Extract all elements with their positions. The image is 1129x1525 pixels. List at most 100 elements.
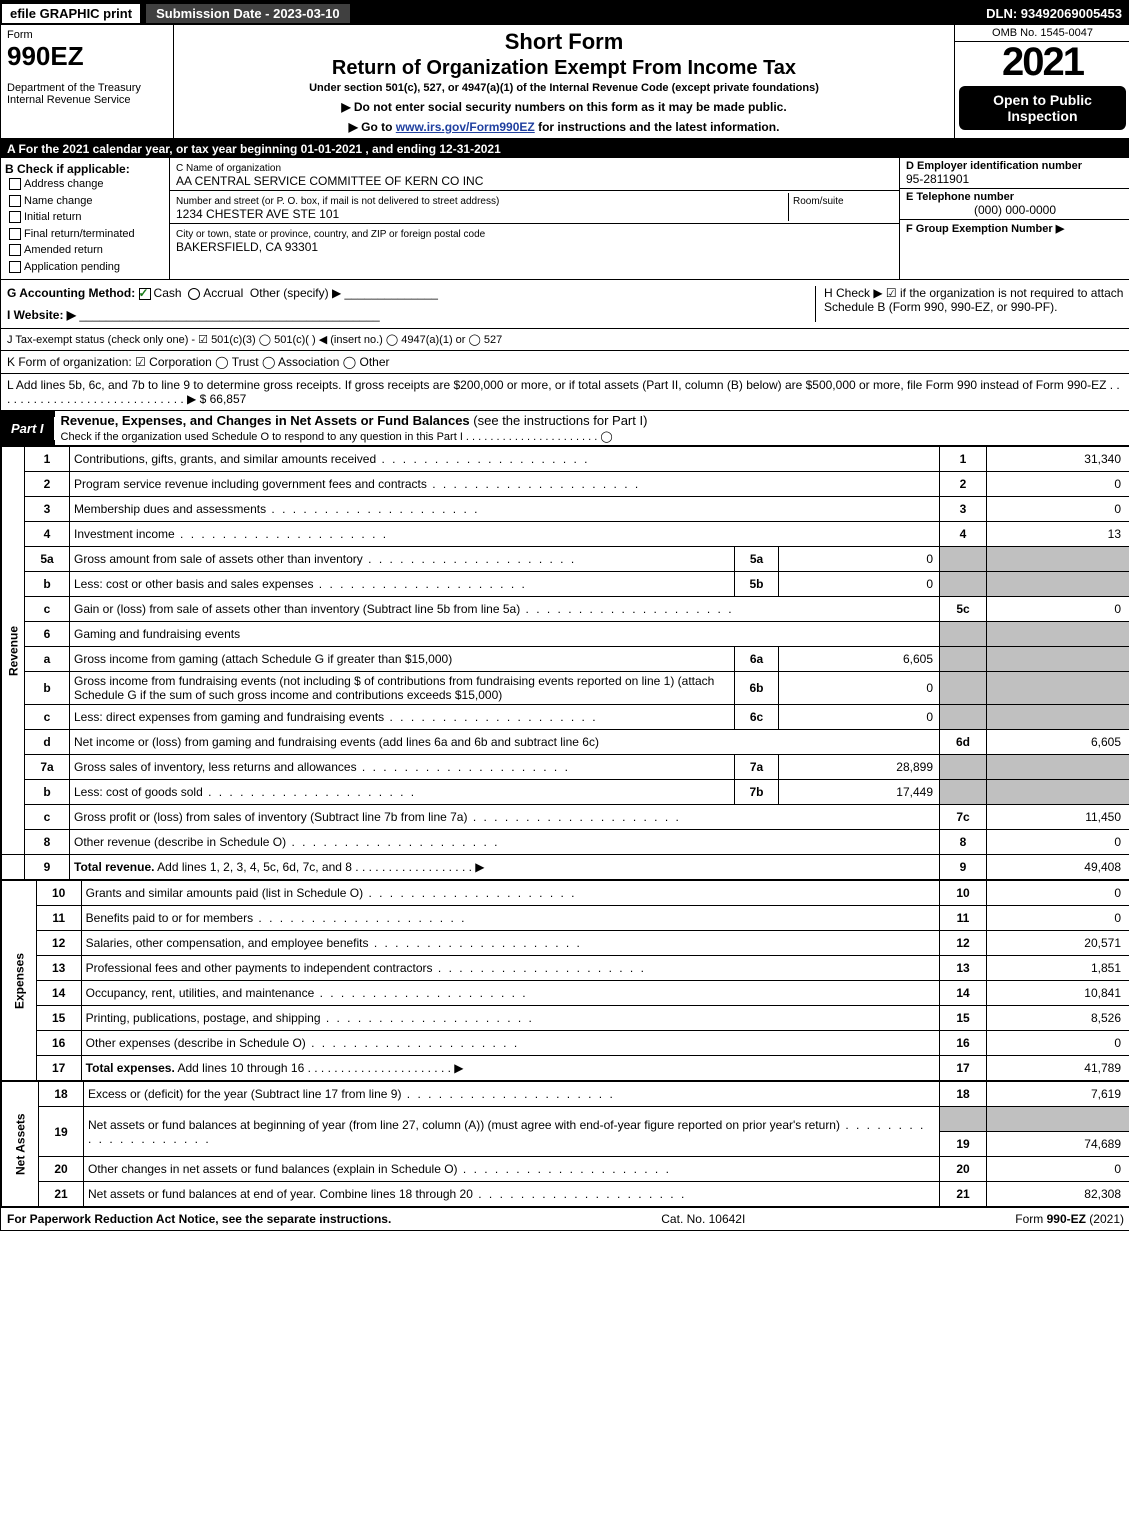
row-k-form-org: K Form of organization: ☑ Corporation ◯ … — [1, 351, 1129, 374]
table-row: 15 Printing, publications, postage, and … — [2, 1006, 1129, 1031]
check-name-change[interactable]: Name change — [5, 193, 165, 210]
table-row: b Gross income from fundraising events (… — [2, 672, 1129, 705]
table-row: 6 Gaming and fundraising events — [2, 622, 1129, 647]
h-check: H Check ▶ ☑ if the organization is not r… — [815, 286, 1124, 322]
table-row: a Gross income from gaming (attach Sched… — [2, 647, 1129, 672]
part-1-label: Part I — [1, 417, 55, 440]
instr-link[interactable]: www.irs.gov/Form990EZ — [396, 120, 535, 134]
header-left: Form 990EZ Department of the Treasury In… — [1, 25, 174, 138]
check-final-return[interactable]: Final return/terminated — [5, 226, 165, 243]
table-row: 17 Total expenses. Add lines 10 through … — [2, 1056, 1129, 1081]
line-num: 1 — [25, 447, 70, 472]
col-val: 31,340 — [987, 447, 1129, 472]
net-assets-table: Net Assets 18 Excess or (deficit) for th… — [1, 1081, 1129, 1207]
return-title: Return of Organization Exempt From Incom… — [182, 57, 946, 80]
footer-right: Form 990-EZ (2021) — [1015, 1212, 1124, 1226]
table-row: 13 Professional fees and other payments … — [2, 956, 1129, 981]
part-1-instr: (see the instructions for Part I) — [473, 413, 647, 428]
org-name-label: C Name of organization — [176, 163, 281, 174]
check-cash-icon[interactable] — [139, 288, 151, 300]
org-name-value: AA CENTRAL SERVICE COMMITTEE OF KERN CO … — [176, 174, 483, 188]
table-row: 21 Net assets or fund balances at end of… — [2, 1182, 1129, 1207]
org-name-field: C Name of organization AA CENTRAL SERVIC… — [170, 158, 899, 191]
check-initial-return[interactable]: Initial return — [5, 209, 165, 226]
efile-label[interactable]: efile GRAPHIC print — [1, 3, 141, 24]
table-row: 16 Other expenses (describe in Schedule … — [2, 1031, 1129, 1056]
street-value: 1234 CHESTER AVE STE 101 — [176, 207, 339, 221]
phone-label: E Telephone number — [906, 191, 1124, 203]
header-center: Short Form Return of Organization Exempt… — [174, 25, 954, 138]
ein-value: 95-2811901 — [906, 172, 969, 186]
table-row: 4 Investment income 4 13 — [2, 522, 1129, 547]
instr-2: ▶ Go to www.irs.gov/Form990EZ for instru… — [182, 120, 946, 134]
header-right: OMB No. 1545-0047 2021 Open to Public In… — [954, 25, 1129, 138]
table-row: Net Assets 18 Excess or (deficit) for th… — [2, 1082, 1129, 1107]
table-row: 20 Other changes in net assets or fund b… — [2, 1157, 1129, 1182]
part-1-title: Revenue, Expenses, and Changes in Net As… — [61, 413, 470, 428]
b-label: B Check if applicable: — [5, 162, 165, 176]
check-application-pending[interactable]: Application pending — [5, 259, 165, 276]
phone-value: (000) 000-0000 — [906, 203, 1124, 217]
form-word: Form — [7, 29, 167, 41]
other-label: Other (specify) ▶ — [250, 286, 341, 300]
check-amended-return[interactable]: Amended return — [5, 242, 165, 259]
table-row: 14 Occupancy, rent, utilities, and maint… — [2, 981, 1129, 1006]
radio-accrual-icon[interactable] — [188, 288, 200, 300]
i-label: I Website: ▶ — [7, 308, 76, 322]
part-1-sub: Check if the organization used Schedule … — [61, 431, 613, 443]
dept-label: Department of the Treasury Internal Reve… — [7, 82, 167, 106]
table-row: 9 Total revenue. Add lines 1, 2, 3, 4, 5… — [2, 855, 1129, 880]
city-field: City or town, state or province, country… — [170, 224, 899, 256]
ein-field: D Employer identification number 95-2811… — [900, 158, 1129, 189]
part-1-header: Part I Revenue, Expenses, and Changes in… — [1, 411, 1129, 446]
side-label-expenses: Expenses — [2, 881, 37, 1081]
table-row: 11 Benefits paid to or for members 11 0 — [2, 906, 1129, 931]
form-page: efile GRAPHIC print Submission Date - 20… — [0, 0, 1129, 1231]
table-row: c Less: direct expenses from gaming and … — [2, 705, 1129, 730]
city-value: BAKERSFIELD, CA 93301 — [176, 240, 318, 254]
table-row: 12 Salaries, other compensation, and emp… — [2, 931, 1129, 956]
table-row: 3 Membership dues and assessments 3 0 — [2, 497, 1129, 522]
g-label: G Accounting Method: — [7, 286, 135, 300]
side-label-net-assets: Net Assets — [2, 1082, 39, 1207]
short-form-title: Short Form — [182, 29, 946, 55]
form-header: Form 990EZ Department of the Treasury In… — [1, 25, 1129, 140]
city-label: City or town, state or province, country… — [176, 229, 485, 240]
open-public-label: Open to Public Inspection — [959, 86, 1126, 130]
instr2-prefix: ▶ Go to — [349, 120, 396, 134]
table-row: 2 Program service revenue including gove… — [2, 472, 1129, 497]
table-row: d Net income or (loss) from gaming and f… — [2, 730, 1129, 755]
table-row: b Less: cost or other basis and sales ex… — [2, 572, 1129, 597]
top-bar: efile GRAPHIC print Submission Date - 20… — [1, 1, 1129, 25]
col-b-checkboxes: B Check if applicable: Address change Na… — [1, 158, 170, 279]
row-j-tax-exempt: J Tax-exempt status (check only one) - ☑… — [1, 329, 1129, 351]
accrual-label: Accrual — [203, 286, 243, 300]
cash-label: Cash — [154, 286, 182, 300]
footer-left: For Paperwork Reduction Act Notice, see … — [7, 1212, 391, 1226]
col-num: 1 — [940, 447, 987, 472]
accounting-method: G Accounting Method: Cash Accrual Other … — [7, 286, 815, 322]
street-field: Number and street (or P. O. box, if mail… — [170, 191, 899, 224]
table-row: c Gross profit or (loss) from sales of i… — [2, 805, 1129, 830]
expenses-table: Expenses 10 Grants and similar amounts p… — [1, 880, 1129, 1081]
subtitle: Under section 501(c), 527, or 4947(a)(1)… — [182, 82, 946, 94]
page-footer: For Paperwork Reduction Act Notice, see … — [1, 1207, 1129, 1230]
table-row: Expenses 10 Grants and similar amounts p… — [2, 881, 1129, 906]
table-row: 19 Net assets or fund balances at beginn… — [2, 1107, 1129, 1132]
dln-label: DLN: 93492069005453 — [978, 4, 1129, 23]
part-1-title-wrap: Revenue, Expenses, and Changes in Net As… — [55, 411, 1129, 445]
side-label-revenue: Revenue — [2, 447, 25, 855]
line-desc: Contributions, gifts, grants, and simila… — [70, 447, 940, 472]
phone-field: E Telephone number (000) 000-0000 — [900, 189, 1129, 220]
table-row: 8 Other revenue (describe in Schedule O)… — [2, 830, 1129, 855]
section-bcd: B Check if applicable: Address change Na… — [1, 158, 1129, 280]
table-row: b Less: cost of goods sold 7b 17,449 — [2, 780, 1129, 805]
room-label: Room/suite — [793, 196, 844, 207]
instr2-suffix: for instructions and the latest informat… — [535, 120, 780, 134]
group-label: F Group Exemption Number ▶ — [906, 222, 1124, 235]
row-l-gross-receipts: L Add lines 5b, 6c, and 7b to line 9 to … — [1, 374, 1129, 411]
row-l-value: 66,857 — [210, 392, 247, 406]
group-field: F Group Exemption Number ▶ — [900, 220, 1129, 237]
submission-date-label: Submission Date - 2023-03-10 — [145, 3, 351, 24]
check-address-change[interactable]: Address change — [5, 176, 165, 193]
